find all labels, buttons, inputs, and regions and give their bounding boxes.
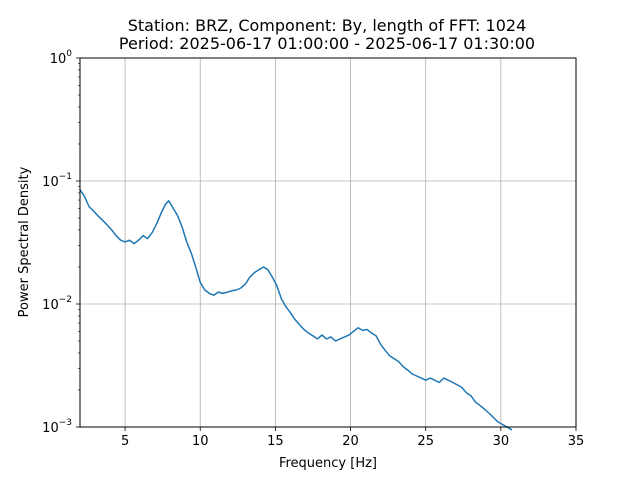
y-tick-label-exponent: 0 [66,49,72,59]
plot-layer [79,188,513,431]
y-tick-label-exponent: −3 [59,418,72,428]
y-tick-label-exponent: −2 [59,295,72,305]
x-tick-label: 15 [267,434,284,449]
y-axis-label: Power Spectral Density [17,166,32,317]
y-tick-label: 10−2 [42,295,72,313]
psd-series-line [79,188,513,431]
x-tick-label: 25 [417,434,434,449]
y-tick-label: 100 [50,49,73,67]
x-tick-label: 10 [192,434,209,449]
x-tick-label: 35 [568,434,585,449]
y-tick-label-base: 10 [42,298,59,313]
grid-layer [80,57,577,428]
chart-title: Station: BRZ, Component: By, length of F… [128,16,527,35]
axes-frame [79,57,577,428]
y-tick-label-exponent: −1 [59,172,72,182]
chart-subtitle: Period: 2025-06-17 01:00:00 - 2025-06-17… [119,34,535,53]
y-tick-label: 10−3 [42,418,72,436]
y-tick-label-base: 10 [42,421,59,436]
x-tick-label: 20 [342,434,359,449]
x-tick-label: 5 [121,434,129,449]
y-tick-label: 10−1 [42,172,72,190]
x-tick-label: 30 [493,434,510,449]
x-axis-label: Frequency [Hz] [279,456,377,471]
y-tick-label-base: 10 [42,175,59,190]
y-tick-label-base: 10 [50,52,67,67]
